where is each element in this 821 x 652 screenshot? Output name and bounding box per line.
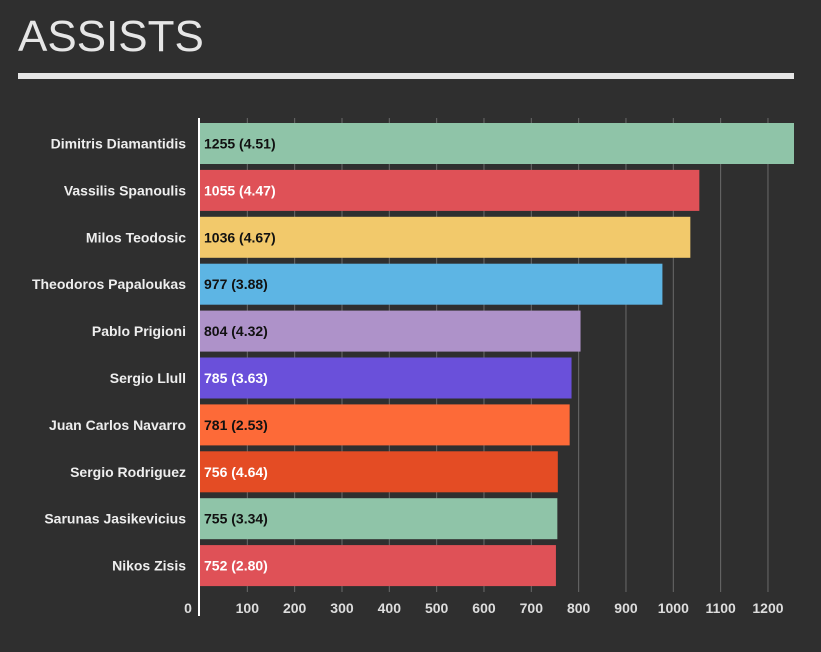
bar-value-label-7: 756 (4.64) [204,464,268,480]
x-tick-label-0: 0 [184,600,192,616]
bar-value-label-4: 804 (4.32) [204,323,268,339]
x-tick-label-400: 400 [378,600,402,616]
category-label-3: Theodoros Papaloukas [32,276,186,292]
x-tick-label-200: 200 [283,600,307,616]
category-label-5: Sergio Llull [110,370,186,386]
bar-value-label-5: 785 (3.63) [204,370,268,386]
x-tick-label-300: 300 [330,600,354,616]
bar-7 [200,451,558,493]
bar-6 [200,404,570,446]
bar-value-label-9: 752 (2.80) [204,558,268,574]
bar-9 [200,545,556,587]
bar-3 [200,263,663,305]
bar-0 [200,123,794,164]
x-tick-label-1100: 1100 [705,600,736,616]
x-tick-label-600: 600 [472,600,496,616]
bar-value-label-1: 1055 (4.47) [204,182,276,198]
bar-value-label-3: 977 (3.88) [204,276,268,292]
labels: Dimitris Diamantidis 1255 (4.51) Vassilis … [32,136,276,574]
x-tick-label-700: 700 [520,600,544,616]
x-tick-label-1000: 1000 [658,600,689,616]
category-label-6: Juan Carlos Navarro [49,417,186,433]
bar-5 [200,357,572,399]
x-tick-label-1200: 1200 [752,600,783,616]
bar-1 [200,169,700,211]
category-label-2: Milos Teodosic [86,229,186,245]
bar-4 [200,310,581,352]
title-underline [18,73,794,79]
category-label-9: Nikos Zisis [112,558,186,574]
category-label-7: Sergio Rodriguez [70,464,186,480]
category-label-1: Vassilis Spanoulis [64,182,186,198]
bar-value-label-6: 781 (2.53) [204,417,268,433]
bars [200,123,794,587]
category-label-0: Dimitris Diamantidis [51,136,187,152]
x-axis-ticks: 0 100 200 300 400 500 600 700 800 900 1000 1100 1200 [184,600,784,616]
x-tick-label-100: 100 [236,600,260,616]
chart-title: ASSISTS [18,12,204,61]
x-tick-label-800: 800 [567,600,591,616]
bar-value-label-0: 1255 (4.51) [204,136,276,152]
category-label-8: Sarunas Jasikevicius [44,511,186,527]
x-tick-label-900: 900 [614,600,638,616]
x-tick-label-500: 500 [425,600,449,616]
category-label-4: Pablo Prigioni [92,323,186,339]
bar-2 [200,216,691,258]
bar-value-label-2: 1036 (4.67) [204,229,276,245]
bar-value-label-8: 755 (3.34) [204,511,268,527]
bar-8 [200,498,558,540]
